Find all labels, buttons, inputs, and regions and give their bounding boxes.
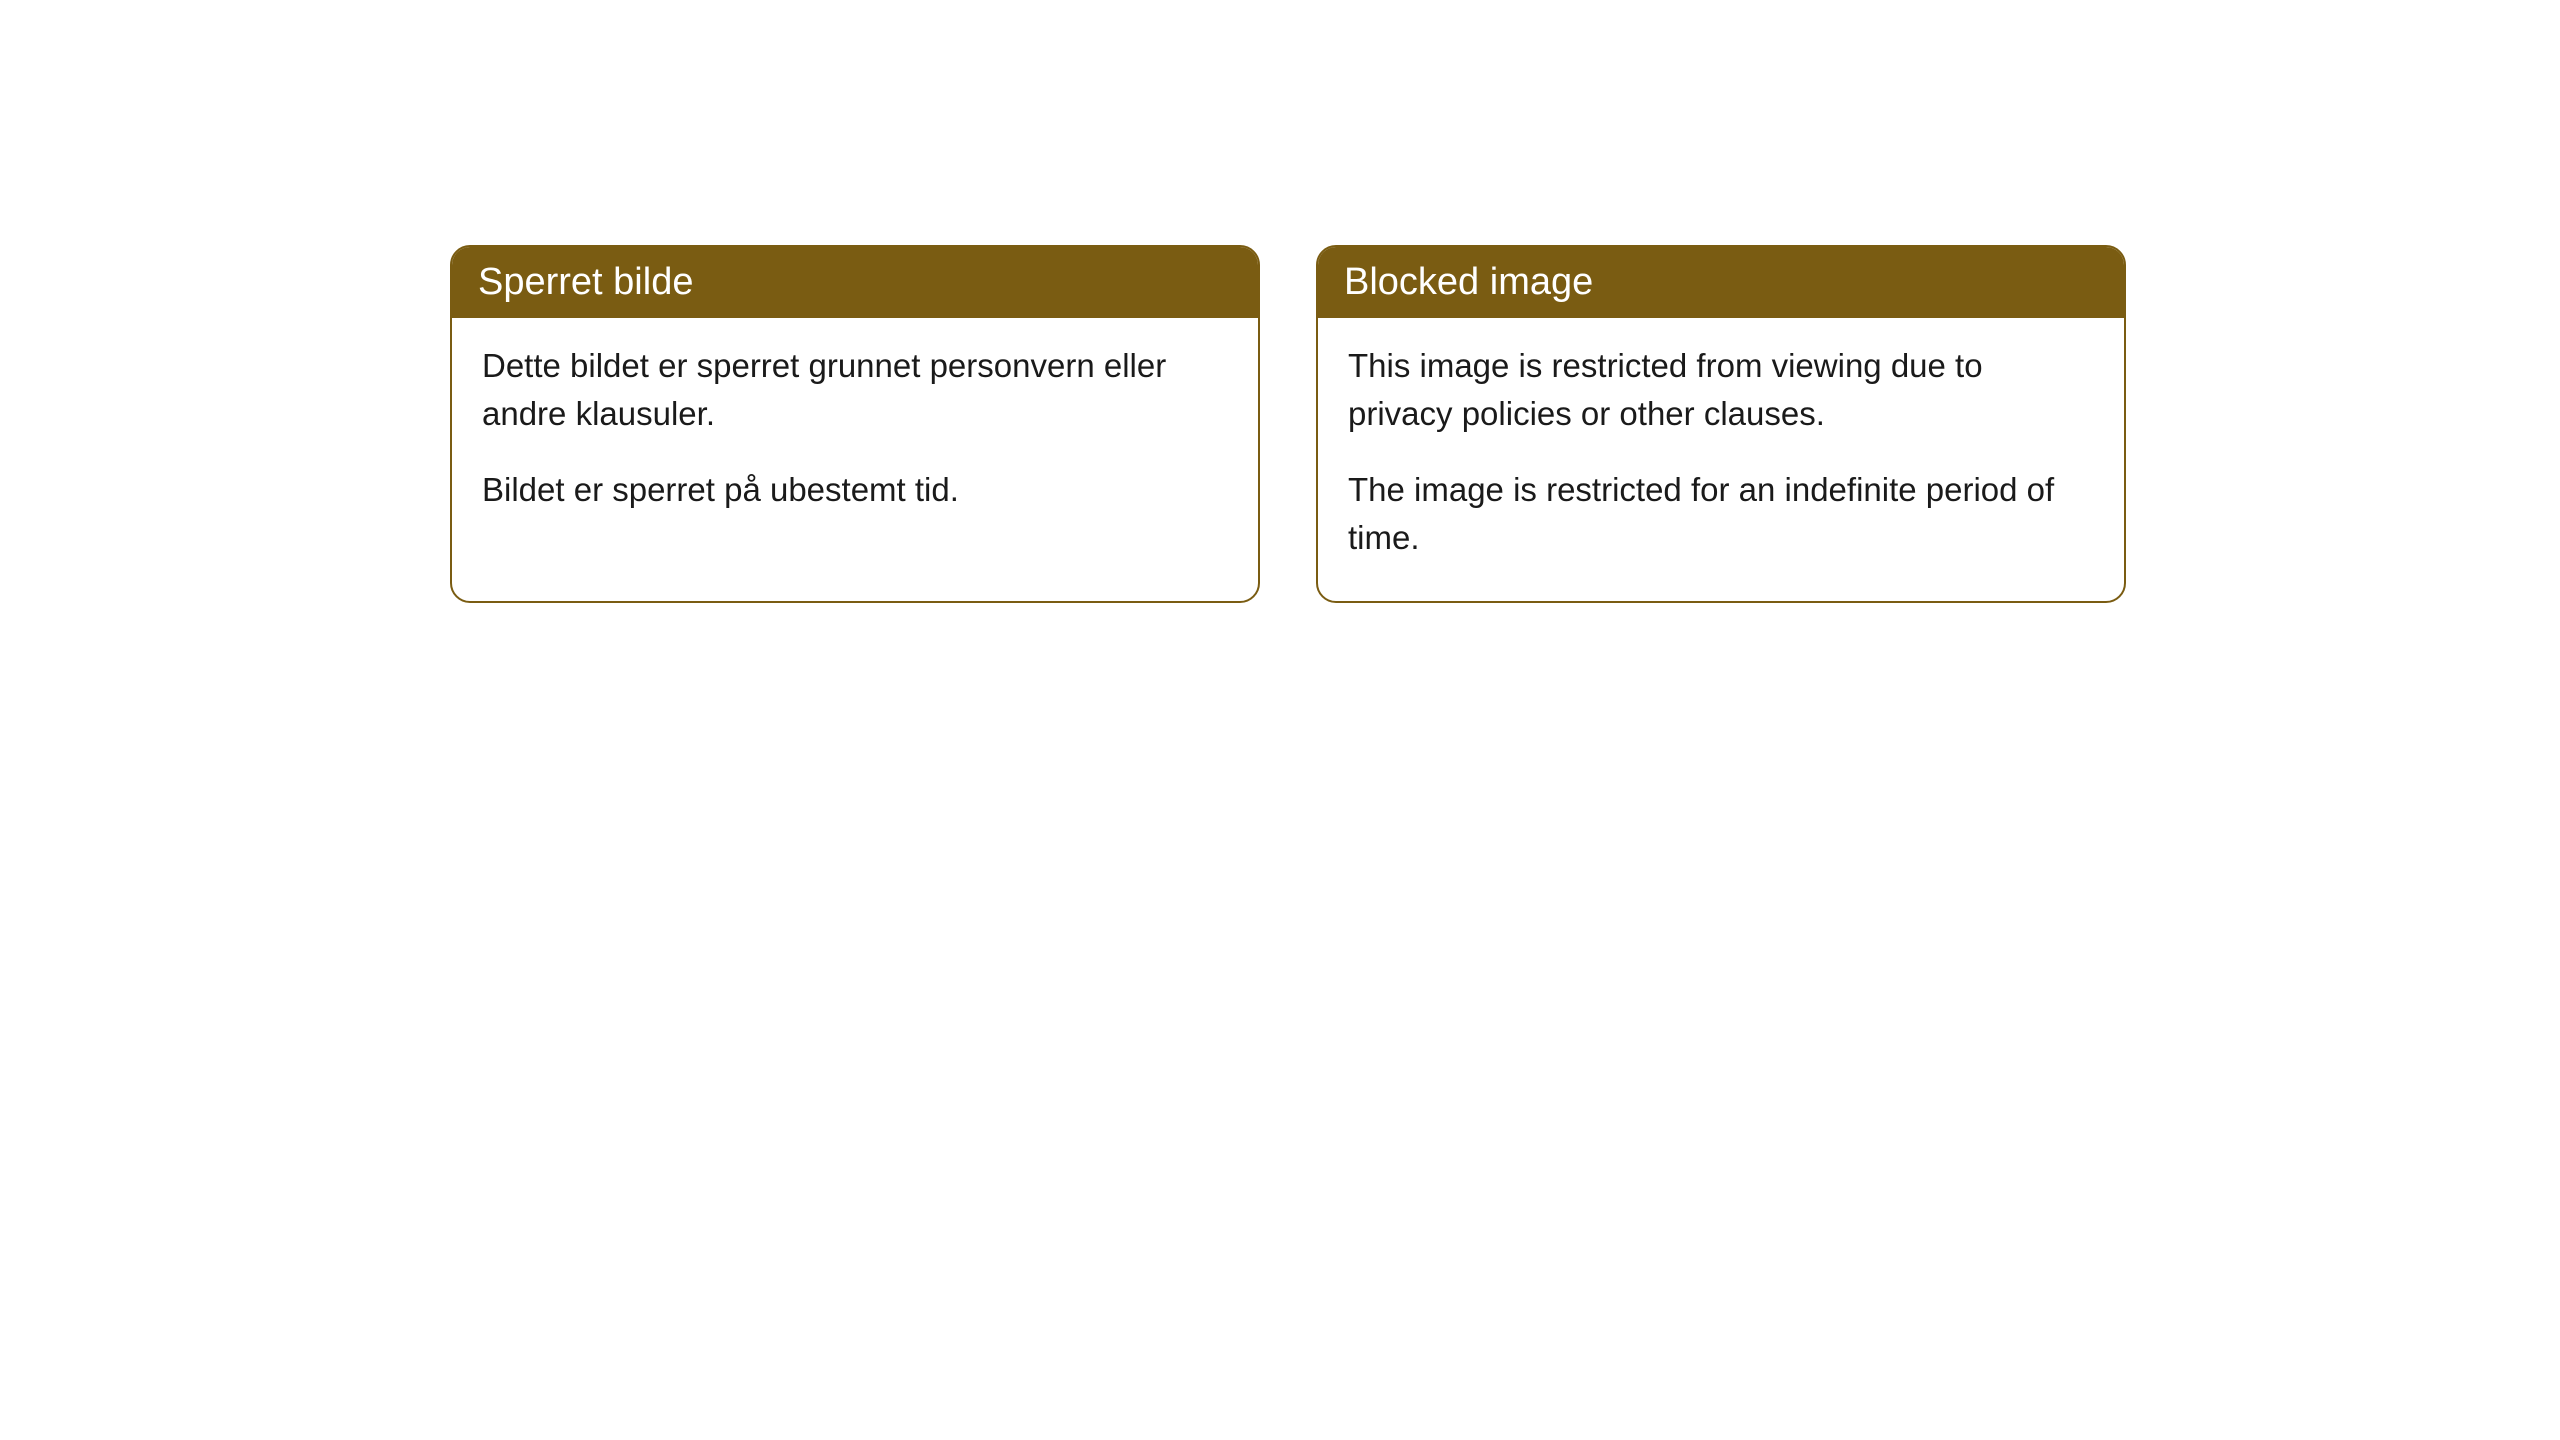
card-paragraph-1-english: This image is restricted from viewing du…	[1348, 342, 2094, 438]
card-norwegian: Sperret bilde Dette bildet er sperret gr…	[450, 245, 1260, 603]
cards-container: Sperret bilde Dette bildet er sperret gr…	[450, 245, 2560, 603]
card-body-norwegian: Dette bildet er sperret grunnet personve…	[452, 318, 1258, 554]
card-paragraph-2-english: The image is restricted for an indefinit…	[1348, 466, 2094, 562]
card-header-english: Blocked image	[1318, 247, 2124, 318]
card-title-english: Blocked image	[1344, 261, 1593, 303]
card-title-norwegian: Sperret bilde	[478, 261, 693, 303]
card-paragraph-1-norwegian: Dette bildet er sperret grunnet personve…	[482, 342, 1228, 438]
card-english: Blocked image This image is restricted f…	[1316, 245, 2126, 603]
card-body-english: This image is restricted from viewing du…	[1318, 318, 2124, 601]
card-paragraph-2-norwegian: Bildet er sperret på ubestemt tid.	[482, 466, 1228, 514]
card-header-norwegian: Sperret bilde	[452, 247, 1258, 318]
